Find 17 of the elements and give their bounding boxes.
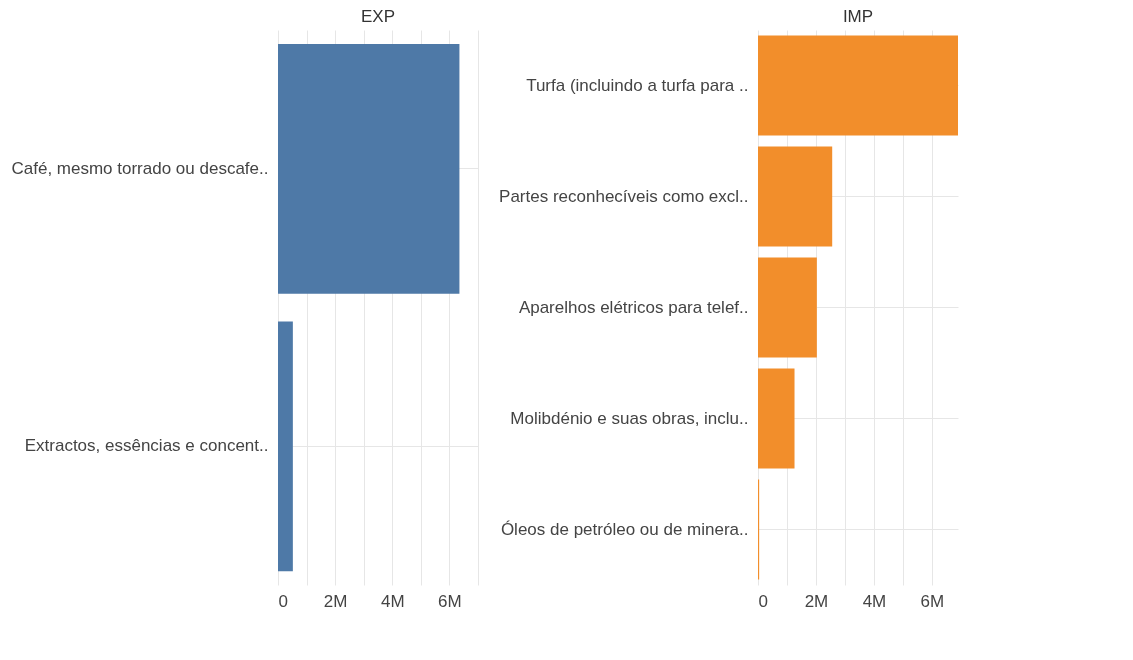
y-tick-label: Partes reconhecíveis como excl.. <box>499 186 749 206</box>
x-tick-label: 6M <box>920 591 945 611</box>
x-tick-label: 4M <box>380 591 405 611</box>
y-tick-label: Óleos de petróleo ou de minera.. <box>500 519 749 539</box>
x-tick-label: 0 <box>278 591 288 611</box>
y-tick-label: Extractos, essências e concent.. <box>24 436 269 456</box>
y-tick-label: Turfa (incluindo a turfa para .. <box>526 75 749 95</box>
x-tick-label: 4M <box>862 591 887 611</box>
chart-title: IMP <box>842 7 874 26</box>
y-tick-label: Café, mesmo torrado ou descafe.. <box>11 158 269 178</box>
y-tick-label: Aparelhos elétricos para telef.. <box>518 297 749 317</box>
x-tick-label: 6M <box>438 591 462 611</box>
y-tick-label: Molibdénio e suas obras, inclu.. <box>510 408 749 428</box>
chart-title: EXP <box>360 7 396 26</box>
x-tick-label: 0 <box>758 591 768 611</box>
x-tick-label: 2M <box>323 591 348 611</box>
x-tick-label: 2M <box>804 591 829 611</box>
